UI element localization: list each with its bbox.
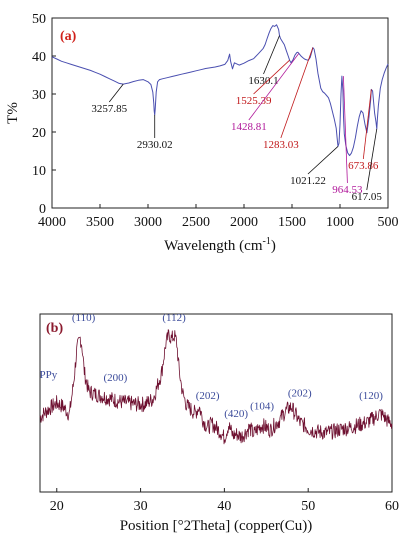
- chart-b: 20 30 40 50 60 PPy(110)(200)(112)(202)(420)(…: [39, 312, 399, 534]
- chart-a-ylabel: T%: [5, 102, 21, 124]
- chart-a-xtick-label: 2000: [230, 215, 258, 230]
- chart-a: 4000 3500 3000 2500 2000 1500 1000 500 0 10 20 30 40…: [5, 12, 399, 254]
- chart-a-annotation-leader: [108, 83, 124, 103]
- chart-b-peak-label: (420): [224, 408, 248, 420]
- chart-a-xlabel: Wavelength (cm-1): [164, 236, 276, 254]
- chart-a-xlabel-superscript: -1: [263, 236, 271, 247]
- chart-b-peak-label: (202): [288, 387, 312, 399]
- chart-a-annotation-label: 1283.03: [263, 139, 299, 151]
- chart-a-plot-frame: [51, 17, 389, 209]
- chart-a-xtick-label: 3500: [86, 215, 114, 230]
- chart-b-peak-label: (112): [162, 312, 186, 324]
- chart-a-ytick-label: 40: [32, 50, 46, 65]
- chart-b-xtick-label: 60: [385, 499, 399, 514]
- chart-a-xtick-label: 4000: [38, 215, 66, 230]
- chart-b-xtick-label: 50: [301, 499, 315, 514]
- chart-b-panel-label: (b): [46, 321, 63, 336]
- chart-a-xtick-label: 500: [378, 215, 399, 230]
- chart-a-ytick-label: 10: [32, 164, 46, 179]
- chart-b-xtick-label: 30: [134, 499, 148, 514]
- chart-b-peak-label: PPy: [40, 369, 58, 381]
- chart-a-annotation-label: 1021.22: [290, 175, 326, 187]
- chart-a-ytick-label: 50: [32, 12, 46, 27]
- chart-b-peak-label: (104): [250, 400, 274, 412]
- chart-a-annotation-leader: [366, 128, 378, 191]
- chart-a-annotation-leader: [248, 53, 300, 121]
- chart-a-ticks: 4000 3500 3000 2500 2000 1500 1000 500 0 10 20 30 40…: [32, 12, 399, 230]
- chart-a-ytick-label: 30: [32, 88, 46, 103]
- chart-a-xtick-label: 2500: [182, 215, 210, 230]
- chart-a-annotation-leader: [362, 89, 372, 160]
- chart-a-annotation-label: 1428.81: [231, 121, 267, 133]
- chart-a-xtick-label: 1000: [326, 215, 354, 230]
- chart-a-annotation-label: 2930.02: [137, 139, 173, 151]
- chart-a-annotation-label: 3257.85: [91, 103, 127, 115]
- chart-a-annotation-leader: [307, 146, 339, 175]
- chart-b-peak-label: (202): [196, 390, 220, 402]
- chart-b-series-line: [39, 329, 393, 445]
- chart-b-peak-label: (110): [72, 312, 96, 324]
- chart-b-peak-labels: PPy (110) (200) (112) (202) (420)(104) (202) (1…: [40, 312, 384, 420]
- chart-a-ytick-label: 0: [39, 202, 46, 217]
- chart-a-annotation-leader: [343, 76, 348, 184]
- chart-a-ytick-label: 20: [32, 126, 46, 141]
- chart-b-peak-label: (200): [104, 372, 128, 384]
- chart-a-panel-label: (a): [60, 29, 77, 44]
- chart-a-annotation-label: 617.05: [352, 191, 383, 203]
- chart-b-xlabel: Position [°2Theta] (copper(Cu)): [120, 518, 313, 534]
- chart-a-annotation-label: 964.53: [332, 184, 363, 196]
- chart-b-plot-frame: [39, 313, 393, 493]
- chart-a-annotations: 3257.852930.021630.11525.391428.811283.0…: [91, 35, 382, 203]
- chart-a-xtick-label: 3000: [134, 215, 162, 230]
- chart-a-annotation-leader: [280, 47, 314, 139]
- chart-a-annotation-leader: [263, 35, 280, 75]
- chart-a-annotation-leader: [253, 59, 290, 95]
- chart-b-xtick-label: 40: [217, 499, 231, 514]
- chart-a-xlabel-main: Wavelength (cm: [164, 238, 263, 254]
- chart-a-annotation-label: 1525.39: [236, 95, 272, 107]
- chart-a-series-line: [51, 24, 389, 157]
- chart-b-peak-label: (120): [359, 390, 383, 402]
- chart-b-xtick-label: 20: [50, 499, 64, 514]
- chart-a-annotation-label: 673.86: [348, 160, 379, 172]
- chart-a-xtick-label: 1500: [278, 215, 306, 230]
- chart-a-xlabel-close: ): [271, 238, 276, 254]
- chart-b-ticks: 20 30 40 50 60: [50, 488, 399, 514]
